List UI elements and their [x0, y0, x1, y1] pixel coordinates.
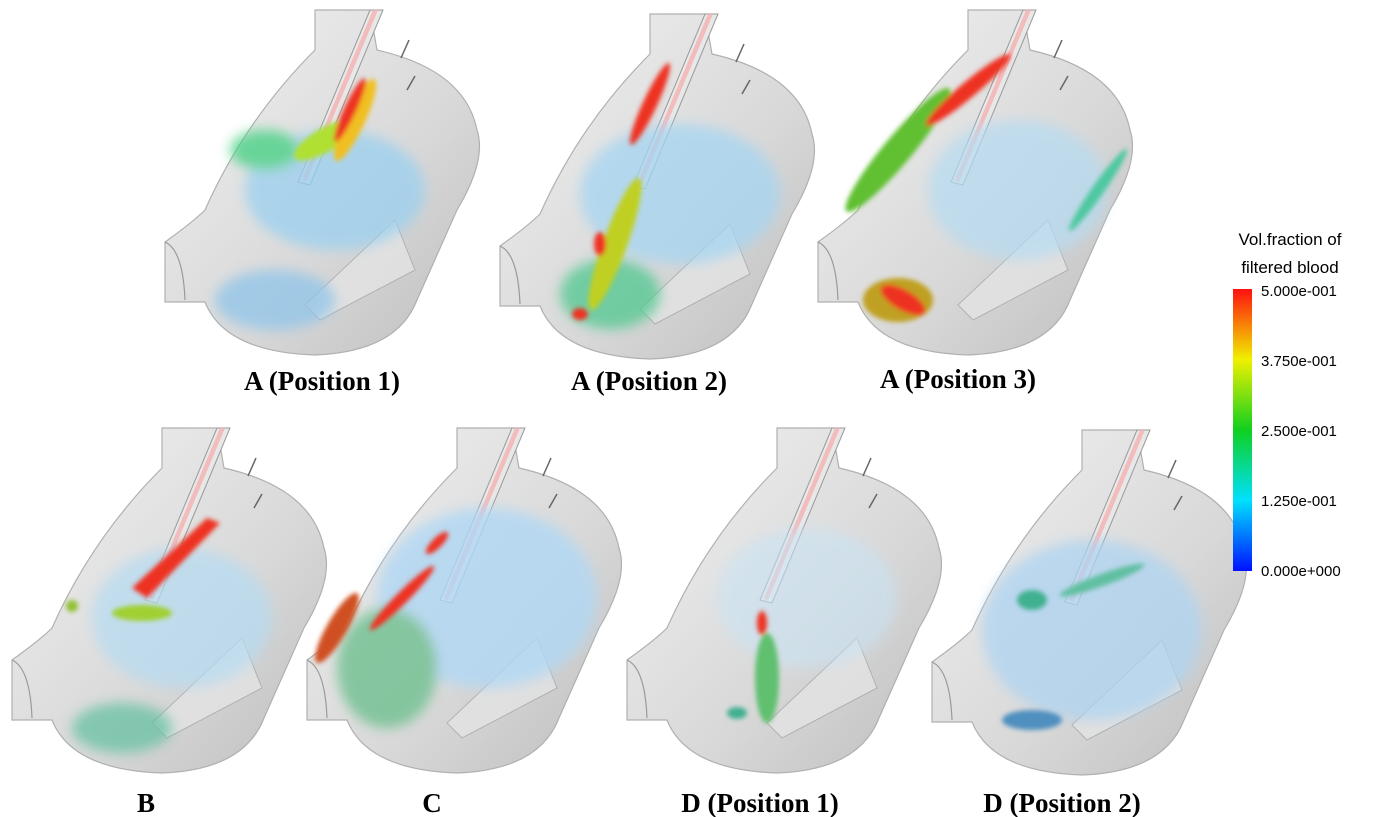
figure-canvas: A (Position 1) A (Position 2) A (Positio… [0, 0, 1374, 817]
colorbar [1233, 289, 1252, 571]
panel-label: A (Position 3) [880, 364, 1036, 394]
panel-image [818, 10, 1133, 355]
colorbar-tick-label: 3.750e-001 [1261, 353, 1337, 370]
panel-label: C [422, 788, 442, 817]
panel-image [627, 428, 942, 773]
panel-image [932, 430, 1247, 775]
panel-label: D (Position 2) [983, 788, 1141, 817]
colorbar-tick-label: 2.500e-001 [1261, 423, 1337, 440]
panel-label: D (Position 1) [681, 788, 839, 817]
colorbar-tick-label: 5.000e-001 [1261, 283, 1337, 300]
figure: A (Position 1) A (Position 2) A (Positio… [0, 0, 1374, 817]
colorbar-title: filtered blood [1241, 258, 1338, 277]
panel-image [12, 428, 327, 773]
panel-image [165, 10, 480, 355]
panel-label: B [137, 788, 155, 817]
colorbar-tick-label: 0.000e+000 [1261, 563, 1341, 580]
colorbar-ticks: 5.000e-001 3.750e-001 2.500e-001 1.250e-001… [1261, 283, 1341, 580]
panel-image [500, 14, 815, 359]
colorbar-title: Vol.fraction of [1238, 230, 1341, 249]
panel-label: A (Position 2) [571, 366, 727, 396]
colorbar-tick-label: 1.250e-001 [1261, 493, 1337, 510]
panel-image [307, 428, 622, 773]
panel-label: A (Position 1) [244, 366, 400, 396]
